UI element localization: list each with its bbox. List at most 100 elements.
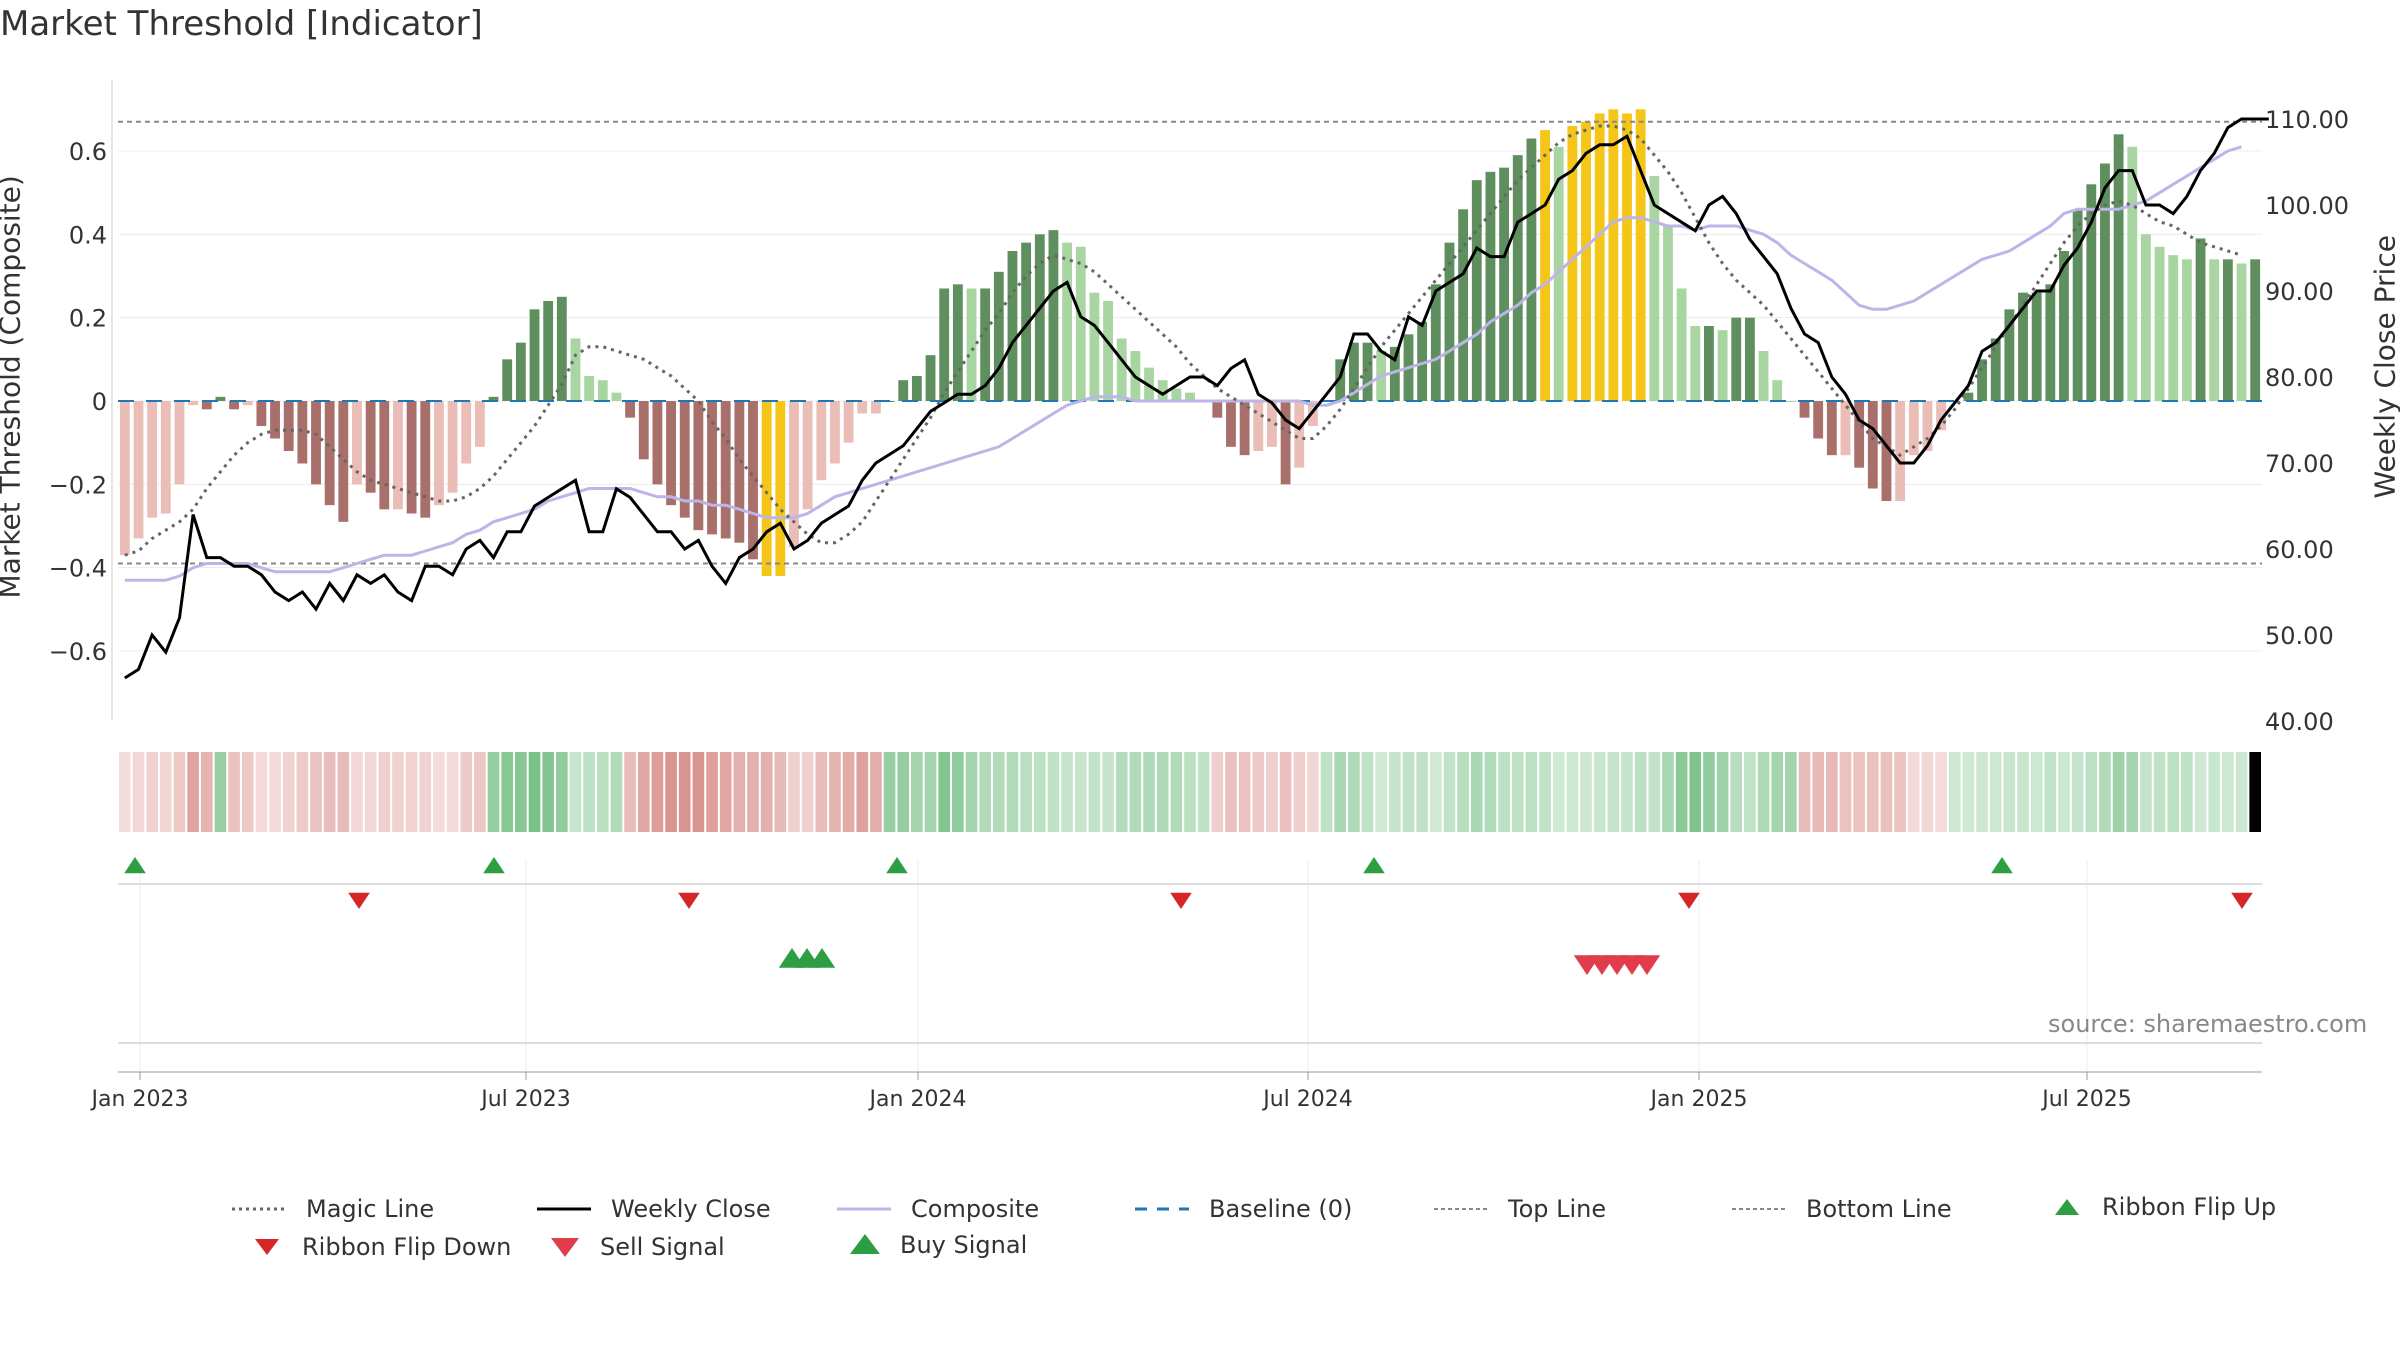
ribbon-cell: [1470, 752, 1483, 832]
composite-bar: [1649, 175, 1660, 401]
composite-bar: [1089, 292, 1100, 401]
ribbon-cell: [1402, 752, 1415, 832]
ribbon-cell: [1580, 752, 1592, 832]
ribbon-flip-up-marker: [1363, 857, 1385, 874]
composite-bar: [1840, 401, 1851, 456]
ribbon-cell: [2099, 752, 2111, 832]
ribbon-cell: [1826, 752, 1838, 832]
composite-bar: [1540, 130, 1550, 401]
composite-bar: [2127, 146, 2138, 401]
ribbon-cell: [1785, 752, 1797, 832]
composite-bar: [1731, 317, 1742, 401]
right-tick-label: 90.00: [2265, 278, 2334, 306]
left-tick-label: −0.4: [49, 555, 107, 583]
ribbon-cell: [555, 752, 568, 832]
composite-bar: [1881, 401, 1892, 502]
composite-bar: [283, 401, 294, 452]
composite-bar: [748, 401, 758, 560]
composite-bar: [625, 401, 636, 418]
magic-line: [124, 124, 2242, 557]
composite-bar: [802, 401, 813, 510]
composite-bar: [1280, 401, 1291, 485]
ribbon-cell: [1170, 752, 1183, 832]
composite-bar: [338, 401, 349, 522]
ribbon-cell: [2044, 752, 2057, 832]
ribbon-cell: [856, 752, 869, 832]
ribbon-flip-down-marker: [678, 892, 700, 909]
ribbon-cell: [678, 752, 691, 832]
composite-bar: [2181, 259, 2192, 401]
composite-bar: [1075, 246, 1086, 401]
legend-label: Buy Signal: [900, 1231, 1028, 1259]
ribbon-cell: [487, 752, 500, 832]
ribbon-cell: [1102, 752, 1114, 832]
composite-bar: [1758, 350, 1769, 401]
composite-bar: [311, 401, 321, 485]
buy-signal-marker: [808, 948, 836, 968]
composite-bar: [1348, 342, 1359, 401]
ribbon-cell: [1498, 752, 1510, 832]
ribbon-cell: [1921, 752, 1934, 832]
legend-item-sell-signal: Sell Signal: [548, 1233, 725, 1261]
composite-bar: [1744, 317, 1755, 401]
composite-bar: [1499, 167, 1510, 401]
legend-label: Baseline (0): [1209, 1195, 1353, 1223]
ribbon-cell: [2167, 752, 2180, 832]
sell-signal-marker: [1633, 955, 1661, 975]
ribbon-cell: [911, 752, 923, 832]
composite-bar: [993, 271, 1004, 401]
ribbon-cell: [883, 752, 896, 832]
ribbon-cell: [596, 752, 609, 832]
composite-bar: [297, 401, 308, 464]
composite-bar: [2018, 292, 2028, 401]
composite-bar: [1294, 401, 1305, 468]
left-tick-label: 0.4: [69, 221, 107, 249]
ribbon-cell: [706, 752, 718, 832]
chart-legend: Magic Line Weekly Close Composite Baseli…: [230, 1193, 2290, 1275]
ribbon-cell: [323, 752, 336, 832]
ribbon-cell: [1457, 752, 1469, 832]
composite-bar: [1772, 380, 1783, 401]
composite-bar: [1362, 342, 1373, 401]
ribbon-cell: [610, 752, 623, 832]
ribbon-cell: [651, 752, 664, 832]
composite-bar: [843, 401, 854, 443]
composite-bar: [1608, 109, 1619, 401]
legend-item-bottom-line: Bottom Line: [1730, 1195, 1952, 1223]
ribbon-cell: [1948, 752, 1961, 832]
ribbon-cell: [1607, 752, 1620, 832]
ribbon-cell: [747, 752, 759, 832]
ribbon-flip-down-marker: [2231, 892, 2253, 909]
composite-line: [124, 145, 2242, 582]
ribbon-cell: [2085, 752, 2098, 832]
ribbon-cell: [1115, 752, 1128, 832]
ribbon-cell: [1443, 752, 1456, 832]
x-tick-label: Jul 2024: [1261, 1087, 1353, 1112]
composite-bar: [1977, 359, 1987, 401]
legend-item-top-line: Top Line: [1432, 1195, 1606, 1223]
legend-label: Ribbon Flip Up: [2102, 1193, 2277, 1221]
composite-bar: [1185, 392, 1195, 401]
ribbon-cell: [2017, 752, 2029, 832]
composite-bar: [229, 401, 239, 410]
composite-bar: [1567, 125, 1578, 401]
composite-bar: [2168, 255, 2179, 401]
ribbon-cell: [1894, 752, 1906, 832]
ribbon-cell: [2153, 752, 2166, 832]
ribbon-cell: [146, 752, 158, 832]
ribbon-cell: [938, 752, 951, 832]
ribbon-cell: [2181, 752, 2193, 832]
solid-line-icon: [537, 1207, 591, 1211]
ribbon-cell: [719, 752, 732, 832]
composite-bar: [720, 401, 731, 539]
ribbon-cell: [1334, 752, 1347, 832]
triangle-up-icon: [2055, 1199, 2079, 1215]
composite-bar: [201, 401, 212, 410]
x-tick-label: Jan 2023: [90, 1087, 189, 1112]
ribbon-cell: [979, 752, 991, 832]
composite-bar: [693, 401, 704, 531]
legend-label: Composite: [911, 1195, 1040, 1223]
ribbon-cell: [2194, 752, 2207, 832]
composite-bar: [488, 396, 499, 401]
ribbon-cell: [1361, 752, 1374, 832]
